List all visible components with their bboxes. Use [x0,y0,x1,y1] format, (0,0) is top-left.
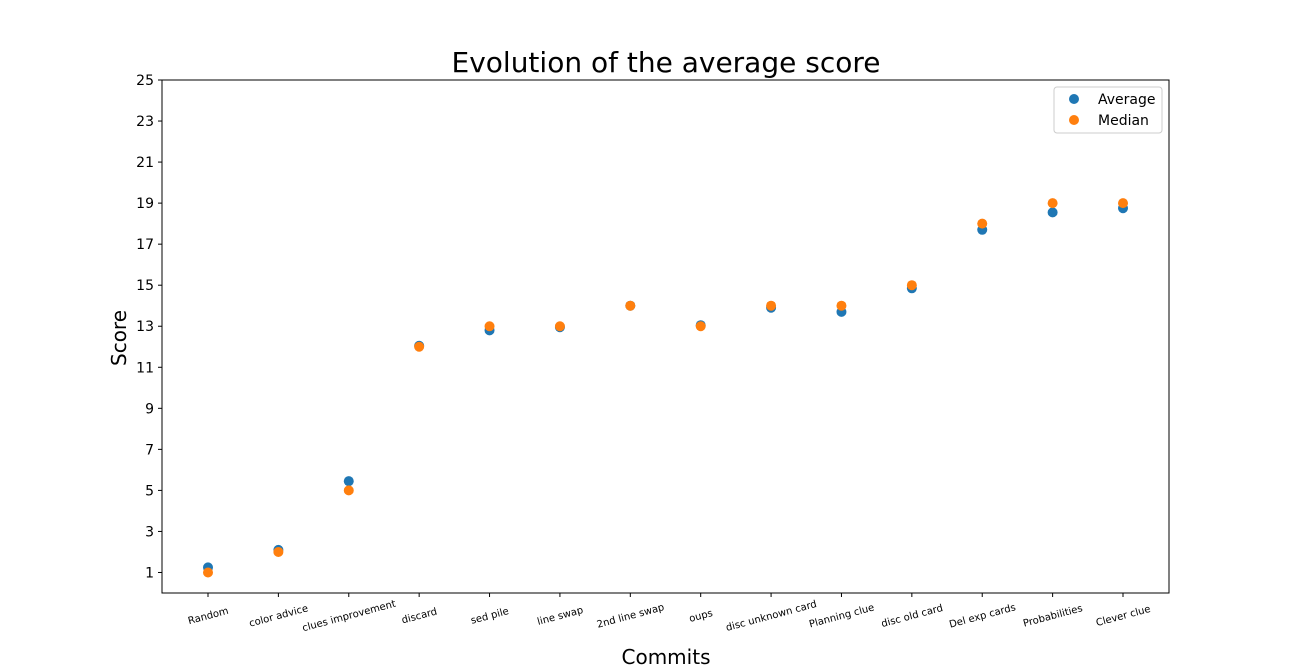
y-tick-label: 21 [136,155,154,171]
average-point [1047,207,1058,218]
y-tick-label: 17 [136,237,154,253]
median-point [203,567,213,578]
legend-label-average: Average [1098,92,1156,108]
legend-marker-average [1069,94,1079,104]
x-tick-label: Planning clue [808,602,876,630]
x-tick-label: disc old card [880,603,944,630]
median-point [906,280,917,291]
y-tick-label: 23 [136,114,154,130]
x-tick-label: discard [401,606,439,626]
y-tick-label: 15 [136,278,154,294]
y-tick-label: 3 [145,524,154,540]
plot-frame [161,79,1170,594]
x-tick-label: 2nd line swap [596,602,666,631]
chart-title: Evolution of the average score [452,46,881,79]
x-tick-label: Clever clue [1095,604,1152,629]
x-axis-label: Commits [622,645,711,666]
legend: Average Median [1053,86,1163,134]
median-point [1047,198,1058,209]
median-point [343,485,354,496]
y-tick-label: 25 [136,73,154,89]
y-tick-label: 19 [136,196,154,212]
average-point [343,476,354,487]
x-tick-label: color advice [248,603,309,629]
y-tick-label: 9 [145,401,154,417]
y-tick-label: 1 [145,565,154,581]
legend-box [1053,86,1163,134]
x-tick-label: oups [688,608,714,625]
median-point [554,321,565,332]
x-tick-label: line swap [536,605,584,628]
x-tick-label: Random [187,606,230,627]
legend-marker-median [1069,115,1079,125]
median-point [836,300,847,311]
x-tick-label: sed pile [470,606,510,627]
y-tick-label: 7 [145,442,154,458]
legend-label-median: Median [1098,113,1149,129]
y-tick-label: 13 [136,319,154,335]
median-point [484,321,495,332]
x-tick-label: clues improvement [301,599,397,635]
y-axis-label: Score [107,310,131,366]
median-point [766,300,777,311]
y-tick-label: 11 [136,360,154,376]
median-point [977,218,988,229]
y-tick-label: 5 [145,483,154,499]
x-tick-label: Del exp cards [948,602,1017,630]
median-point [1118,198,1128,209]
median-point [414,341,425,352]
median-point [625,300,636,311]
x-tick-label: disc unknown card [725,599,818,634]
median-point [273,546,284,557]
median-point [695,321,706,332]
x-tick-label: Probabilities [1022,603,1084,629]
